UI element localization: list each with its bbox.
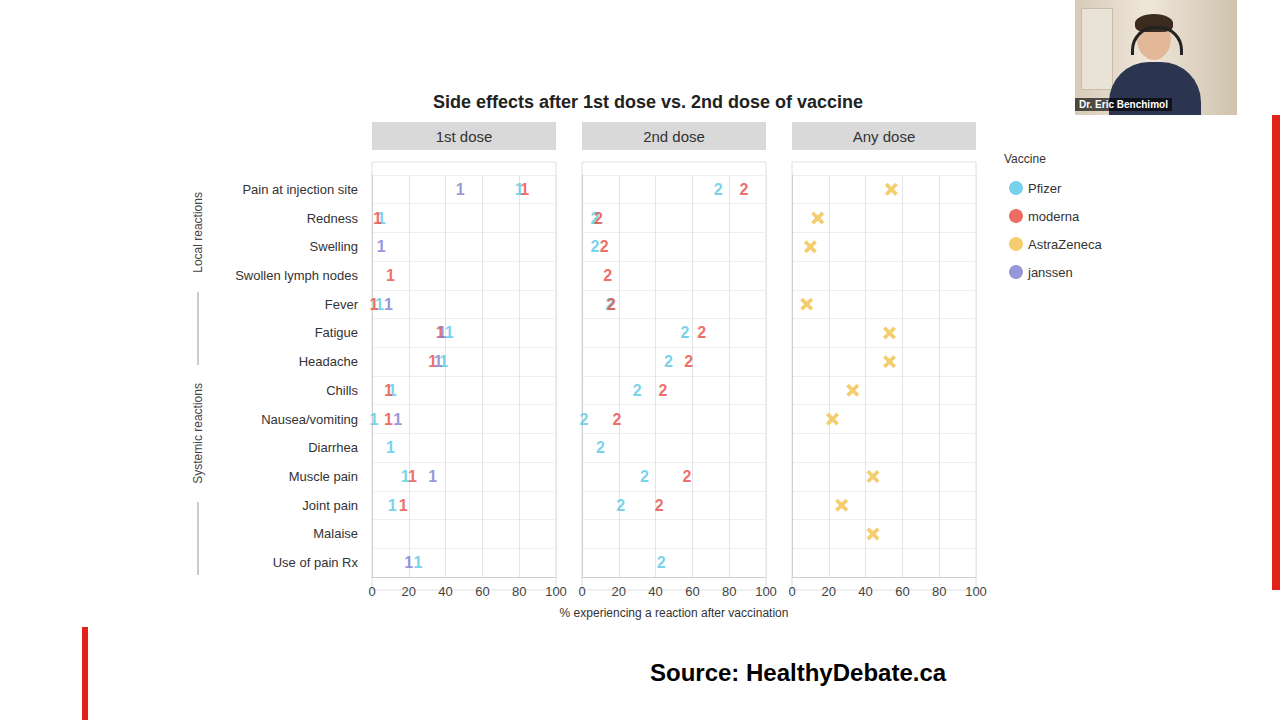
svg-text:Vaccine: Vaccine: [1004, 152, 1046, 166]
svg-text:1: 1: [439, 353, 449, 371]
svg-text:Chills: Chills: [326, 383, 358, 398]
svg-text:100: 100: [545, 584, 567, 599]
svg-text:1: 1: [400, 468, 410, 485]
svg-text:60: 60: [685, 584, 699, 599]
svg-text:1: 1: [384, 411, 393, 428]
html-text:Source: HealthyDebate.ca: Source: HealthyDebate.ca: [650, 659, 947, 686]
svg-text:1: 1: [369, 411, 378, 428]
svg-text:Systemic reactions: Systemic reactions: [191, 383, 205, 484]
svg-text:2: 2: [659, 382, 668, 399]
svg-text:Any dose: Any dose: [853, 128, 916, 145]
svg-text:1: 1: [428, 353, 438, 371]
svg-text:2: 2: [633, 382, 642, 399]
svg-text:Malaise: Malaise: [313, 526, 358, 541]
svg-text:1: 1: [520, 181, 529, 198]
svg-text:1: 1: [414, 554, 423, 571]
svg-text:0: 0: [788, 584, 795, 599]
svg-text:2: 2: [684, 353, 693, 370]
svg-text:100: 100: [965, 584, 987, 599]
svg-text:Pfizer: Pfizer: [1028, 181, 1062, 196]
svg-text:1: 1: [428, 468, 437, 485]
svg-text:1: 1: [399, 497, 408, 514]
svg-text:2: 2: [613, 411, 622, 428]
svg-text:1: 1: [374, 295, 384, 313]
svg-text:Nausea/vomiting: Nausea/vomiting: [261, 412, 358, 427]
svg-text:80: 80: [722, 584, 736, 599]
svg-text:2: 2: [640, 468, 649, 485]
svg-text:Redness: Redness: [307, 211, 359, 226]
svg-text:60: 60: [475, 584, 489, 599]
svg-text:20: 20: [822, 584, 836, 599]
svg-text:0: 0: [578, 584, 585, 599]
svg-text:2: 2: [616, 497, 625, 514]
svg-text:1: 1: [444, 324, 454, 342]
svg-text:1: 1: [437, 324, 446, 341]
svg-text:2: 2: [579, 411, 588, 428]
svg-text:1: 1: [388, 497, 397, 514]
svg-text:1: 1: [514, 180, 524, 198]
svg-text:2: 2: [607, 296, 616, 313]
svg-text:2: 2: [682, 468, 691, 485]
svg-text:Muscle pain: Muscle pain: [289, 469, 358, 484]
svg-text:Diarrhea: Diarrhea: [308, 440, 359, 455]
svg-text:1: 1: [386, 439, 395, 456]
svg-text:1: 1: [434, 353, 443, 370]
svg-text:2: 2: [596, 439, 605, 456]
svg-text:20: 20: [402, 584, 416, 599]
svg-text:1: 1: [369, 296, 378, 313]
svg-text:20: 20: [612, 584, 626, 599]
svg-text:Side effects after 1st dose vs: Side effects after 1st dose vs. 2nd dose…: [433, 92, 863, 112]
svg-text:1: 1: [386, 267, 395, 284]
svg-text:2: 2: [714, 181, 723, 198]
svg-text:Fatigue: Fatigue: [315, 325, 358, 340]
html-text:Dr. Eric Benchimol: Dr. Eric Benchimol: [1079, 99, 1168, 110]
svg-text:AstraZeneca: AstraZeneca: [1028, 237, 1102, 252]
svg-text:Local reactions: Local reactions: [191, 192, 205, 273]
svg-text:2: 2: [664, 353, 673, 370]
svg-text:2: 2: [657, 554, 666, 571]
svg-text:1: 1: [456, 181, 465, 198]
svg-text:2: 2: [590, 238, 599, 255]
svg-text:40: 40: [438, 584, 452, 599]
svg-text:% experiencing a reaction afte: % experiencing a reaction after vaccinat…: [560, 606, 789, 620]
svg-text:1: 1: [384, 296, 393, 313]
svg-text:1: 1: [404, 554, 413, 571]
svg-text:0: 0: [368, 584, 375, 599]
svg-text:1: 1: [377, 238, 386, 255]
svg-text:Swelling: Swelling: [310, 239, 358, 254]
svg-text:40: 40: [858, 584, 872, 599]
svg-text:2: 2: [655, 497, 664, 514]
svg-text:1: 1: [393, 411, 402, 428]
svg-text:60: 60: [895, 584, 909, 599]
svg-text:1: 1: [408, 468, 417, 485]
svg-text:1: 1: [384, 382, 393, 399]
svg-text:1st dose: 1st dose: [436, 128, 493, 145]
svg-text:80: 80: [512, 584, 526, 599]
svg-text:2: 2: [603, 267, 612, 284]
svg-text:Fever: Fever: [325, 297, 359, 312]
svg-text:moderna: moderna: [1028, 209, 1080, 224]
svg-text:2nd dose: 2nd dose: [643, 128, 705, 145]
svg-text:Swollen lymph nodes: Swollen lymph nodes: [235, 268, 358, 283]
svg-text:Joint pain: Joint pain: [302, 498, 358, 513]
svg-text:Headache: Headache: [299, 354, 358, 369]
svg-text:1: 1: [373, 210, 382, 227]
svg-text:80: 80: [932, 584, 946, 599]
svg-text:Use of pain Rx: Use of pain Rx: [273, 555, 359, 570]
svg-text:100: 100: [755, 584, 777, 599]
svg-text:40: 40: [648, 584, 662, 599]
svg-text:janssen: janssen: [1027, 265, 1073, 280]
svg-text:2: 2: [681, 324, 690, 341]
svg-text:2: 2: [697, 324, 706, 341]
svg-text:2: 2: [739, 181, 748, 198]
svg-text:2: 2: [600, 238, 609, 255]
svg-text:Pain at injection site: Pain at injection site: [242, 182, 358, 197]
svg-text:2: 2: [594, 210, 603, 227]
